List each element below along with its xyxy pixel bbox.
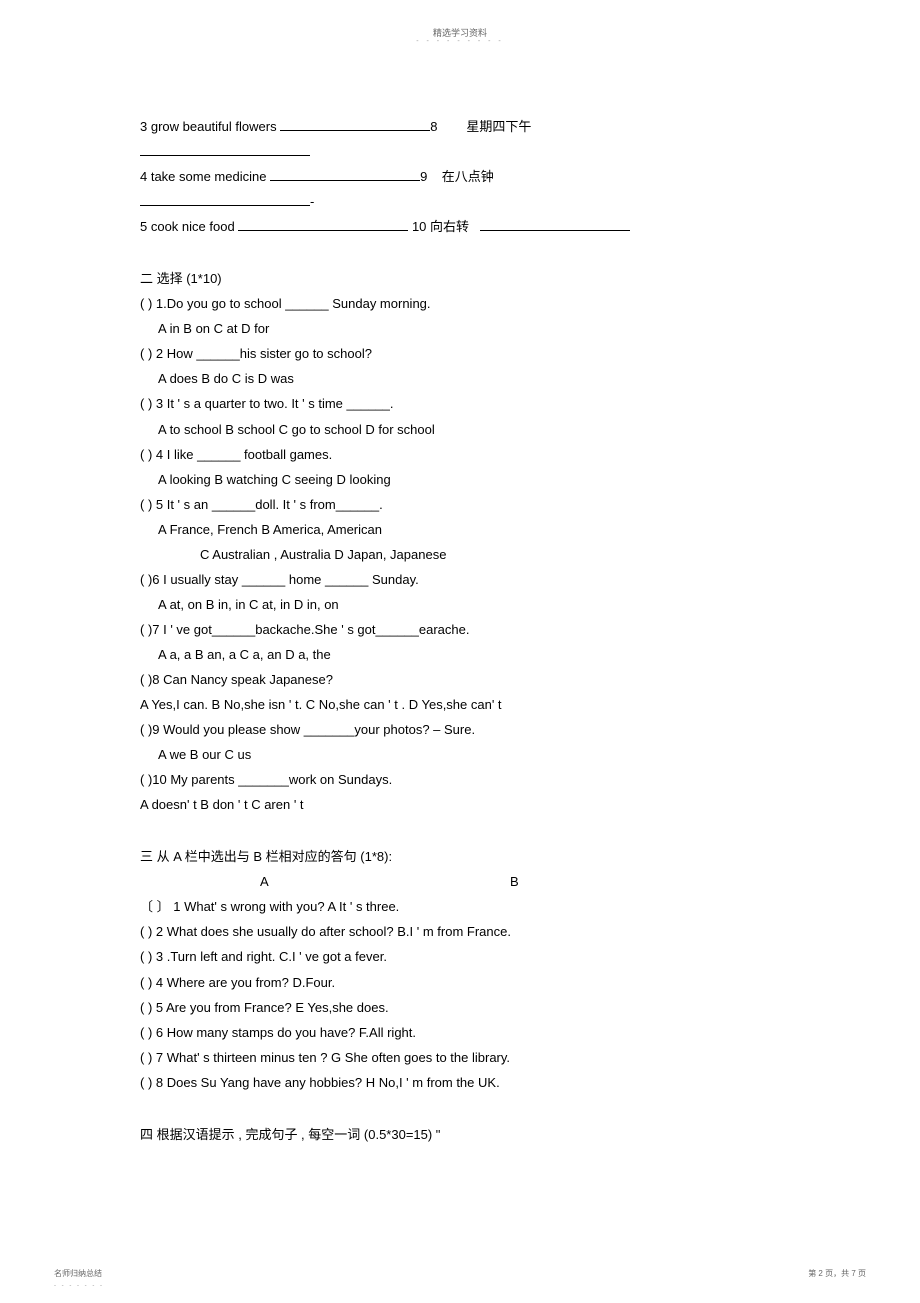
- document-content: 3 grow beautiful flowers 8 星期四下午 4 take …: [140, 115, 780, 1148]
- s2-q6: ( )6 I usually stay ______ home ______ S…: [140, 568, 780, 592]
- s2-q1o: A in B on C at D for: [140, 317, 780, 341]
- s3-title: 三 从 A 栏中选出与 B 栏相对应的答句 (1*8):: [140, 845, 780, 869]
- s2-q8: ( )8 Can Nancy speak Japanese?: [140, 668, 780, 692]
- s3-col-a: A: [140, 870, 300, 894]
- s2-q1: ( ) 1.Do you go to school ______ Sunday …: [140, 292, 780, 316]
- s2-q2: ( ) 2 How ______his sister go to school?: [140, 342, 780, 366]
- s1-l3-cn: 星期四下午: [466, 119, 531, 134]
- s3-m3: ( ) 3 .Turn left and right. C.I ' ve got…: [140, 945, 780, 969]
- s2-q7o: A a, a B an, a C a, an D a, the: [140, 643, 780, 667]
- s1-l5-cn: 10 向右转: [412, 219, 469, 234]
- s2-q5: ( ) 5 It ' s an ______doll. It ' s from_…: [140, 493, 780, 517]
- s1-line4b: -: [140, 190, 780, 214]
- s2-q5o: A France, French B America, American: [140, 518, 780, 542]
- s3-col-b: B: [300, 870, 519, 894]
- blank: [238, 218, 408, 231]
- s2-q4: ( ) 4 I like ______ football games.: [140, 443, 780, 467]
- header-dots: - - - - - - - - -: [416, 38, 504, 45]
- s3-m2: ( ) 2 What does she usually do after sch…: [140, 920, 780, 944]
- s2-q9o: A we B our C us: [140, 743, 780, 767]
- s2-q9: ( )9 Would you please show _______your p…: [140, 718, 780, 742]
- s2-q10: ( )10 My parents _______work on Sundays.: [140, 768, 780, 792]
- s2-q7: ( )7 I ' ve got______backache.She ' s go…: [140, 618, 780, 642]
- blank: [270, 168, 420, 181]
- s3-m4: ( ) 4 Where are you from? D.Four.: [140, 971, 780, 995]
- s2-q4o: A looking B watching C seeing D looking: [140, 468, 780, 492]
- footer-dots-left: - - - - - - -: [54, 1283, 104, 1289]
- s2-title: 二 选择 (1*10): [140, 267, 780, 291]
- s2-q10o: A doesn' t B don ' t C aren ' t: [140, 793, 780, 817]
- s1-line3: 3 grow beautiful flowers 8 星期四下午: [140, 115, 780, 139]
- s2-q2o: A does B do C is D was: [140, 367, 780, 391]
- s2-q6o: A at, on B in, in C at, in D in, on: [140, 593, 780, 617]
- s2-q5o2: C Australian , Australia D Japan, Japane…: [140, 543, 780, 567]
- s2-q3: ( ) 3 It ' s a quarter to two. It ' s ti…: [140, 392, 780, 416]
- s2-q8o: A Yes,I can. B No,she isn ' t. C No,she …: [140, 693, 780, 717]
- s1-line4: 4 take some medicine 9 在八点钟: [140, 165, 780, 189]
- s4-title: 四 根据汉语提示 , 完成句子 , 每空一词 (0.5*30=15) ": [140, 1123, 780, 1147]
- s1-line5: 5 cook nice food 10 向右转: [140, 215, 780, 239]
- blank: [140, 143, 310, 156]
- s2-q3o: A to school B school C go to school D fo…: [140, 418, 780, 442]
- s1-l5-text: 5 cook nice food: [140, 219, 235, 234]
- s1-l4-text: 4 take some medicine: [140, 169, 266, 184]
- s3-m6: ( ) 6 How many stamps do you have? F.All…: [140, 1021, 780, 1045]
- footer-right: 第 2 页，共 7 页: [808, 1268, 866, 1279]
- s1-l4-num: 9: [420, 169, 427, 184]
- s1-l3-num: 8: [430, 119, 437, 134]
- s1-l4-cn: 在八点钟: [442, 169, 494, 184]
- s3-m1: 〔 〕 1 What' s wrong with you? A It ' s t…: [140, 895, 780, 919]
- s3-m5: ( ) 5 Are you from France? E Yes,she doe…: [140, 996, 780, 1020]
- s1-l3-text: 3 grow beautiful flowers: [140, 119, 277, 134]
- blank: [280, 118, 430, 131]
- footer-left: 名师归纳总结: [54, 1268, 102, 1279]
- blank: [140, 193, 310, 206]
- blank: [480, 218, 630, 231]
- s3-m8: ( ) 8 Does Su Yang have any hobbies? H N…: [140, 1071, 780, 1095]
- s3-m7: ( ) 7 What' s thirteen minus ten ? G She…: [140, 1046, 780, 1070]
- s1-l4-dash: -: [310, 194, 314, 209]
- s1-line3b: [140, 140, 780, 164]
- s3-header: A B: [140, 870, 780, 894]
